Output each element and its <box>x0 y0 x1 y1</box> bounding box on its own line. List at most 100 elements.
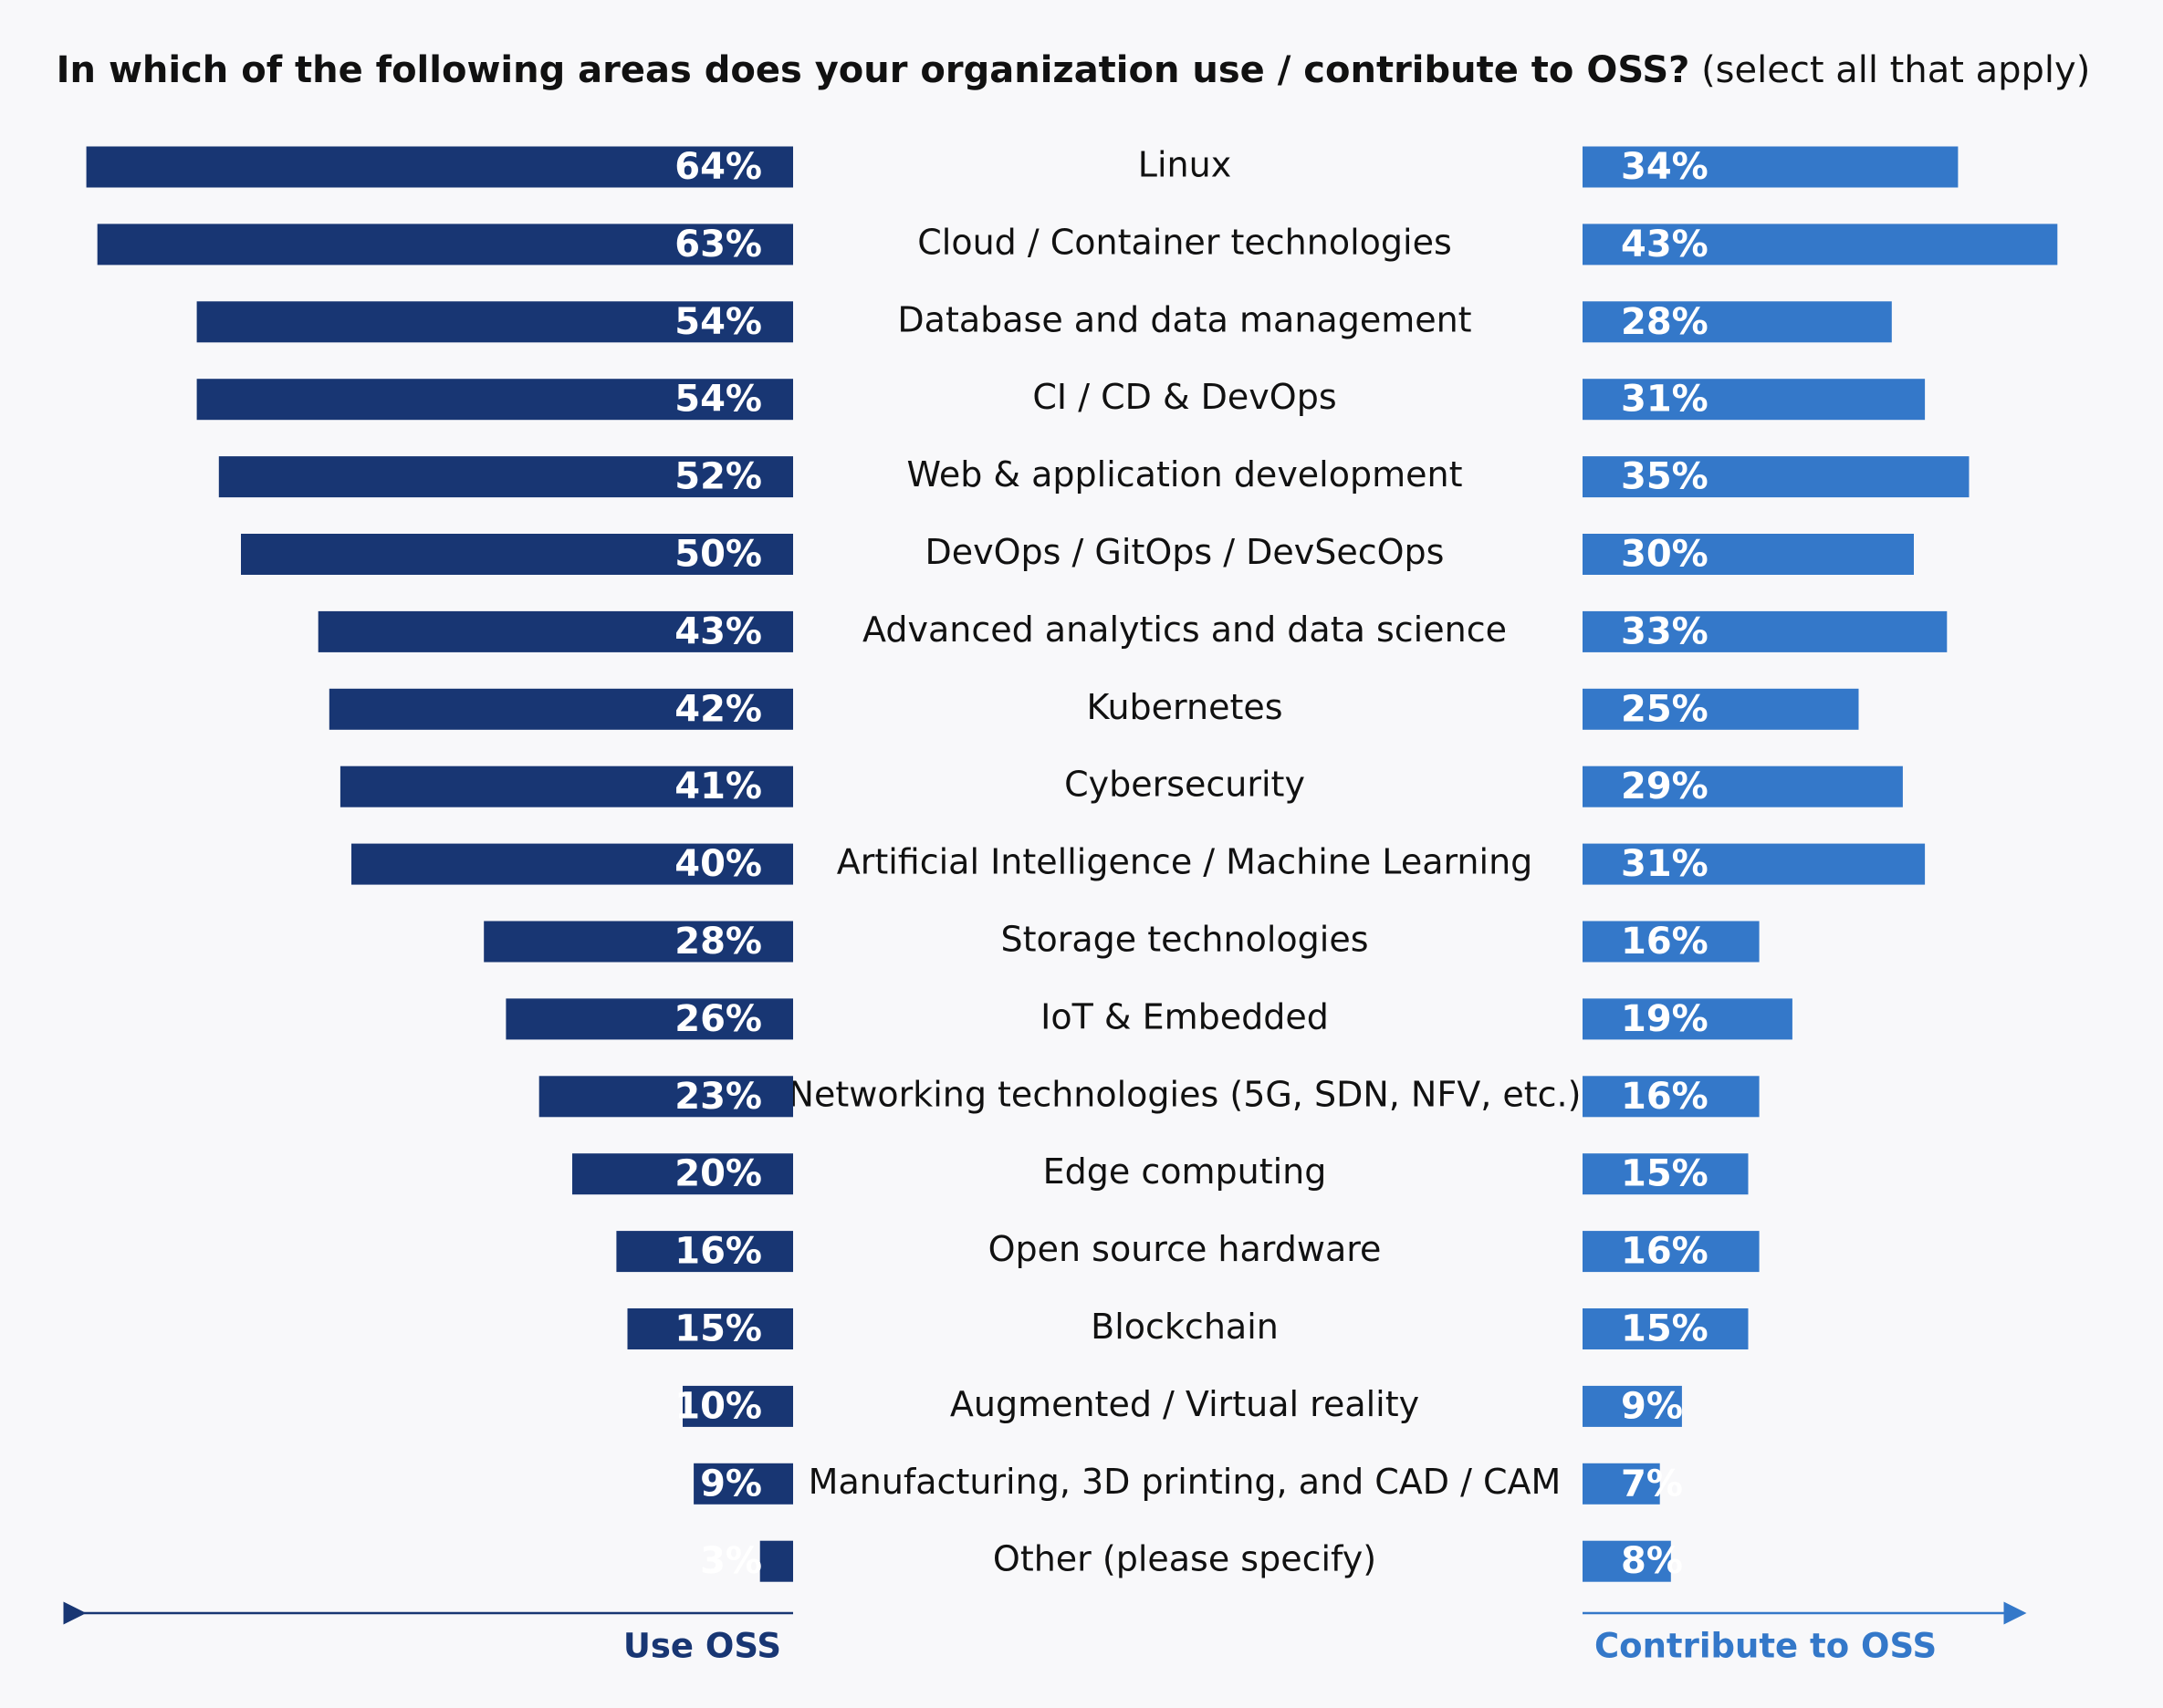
value-label: 19% <box>1621 998 1708 1040</box>
legend-entry: Use OSS <box>623 1627 781 1666</box>
value-label: 25% <box>1621 688 1708 730</box>
bar <box>196 379 794 421</box>
bar <box>616 1231 793 1273</box>
value-label: 16% <box>1621 1231 1708 1273</box>
value-label: 10% <box>674 1385 762 1427</box>
value-label: 8% <box>1621 1540 1683 1582</box>
bar <box>196 301 794 343</box>
bar <box>538 1076 793 1118</box>
value-label: 33% <box>1621 610 1708 652</box>
category-label: Cloud / Container technologies <box>917 222 1452 262</box>
bar <box>1583 301 1892 343</box>
bar <box>1583 534 1914 575</box>
category-label: Linux <box>1138 145 1231 185</box>
bar <box>318 610 793 652</box>
category-label: Database and data management <box>897 299 1471 339</box>
category-label: IoT & Embedded <box>1040 996 1329 1036</box>
value-label: 15% <box>1621 1308 1708 1350</box>
value-label: 9% <box>700 1463 762 1505</box>
value-label: 3% <box>700 1540 762 1582</box>
bar <box>1583 1076 1760 1118</box>
value-label: 16% <box>1621 1076 1708 1118</box>
bar <box>1583 843 1926 885</box>
value-label: 34% <box>1621 146 1708 188</box>
category-label: CI / CD & DevOps <box>1032 377 1336 417</box>
bar <box>1583 610 1948 652</box>
value-label: 52% <box>674 456 762 498</box>
title-line: In which of the following areas does you… <box>57 49 2091 91</box>
value-label: 40% <box>674 843 762 885</box>
category-label: Advanced analytics and data science <box>862 609 1507 650</box>
value-label: 31% <box>1621 843 1708 885</box>
bar <box>1583 921 1760 963</box>
bar <box>1583 1231 1760 1273</box>
bar <box>572 1153 793 1195</box>
bar <box>1583 146 1959 188</box>
value-label: 16% <box>1621 921 1708 963</box>
value-label: 54% <box>674 379 762 421</box>
value-label: 28% <box>674 921 762 963</box>
category-label: Storage technologies <box>1000 920 1368 960</box>
value-label: 50% <box>674 534 762 576</box>
category-label: Kubernetes <box>1086 687 1282 727</box>
value-label: 7% <box>1621 1463 1683 1505</box>
category-label: Other (please specify) <box>993 1539 1376 1579</box>
value-label: 43% <box>1621 224 1708 266</box>
value-label: 64% <box>674 146 762 188</box>
value-label: 42% <box>674 688 762 730</box>
bar <box>1583 1463 1660 1505</box>
bar <box>1583 456 1970 498</box>
bar <box>241 534 793 575</box>
value-label: 30% <box>1621 534 1708 576</box>
value-label: 23% <box>674 1076 762 1118</box>
bar <box>1583 688 1859 730</box>
value-label: 29% <box>1621 765 1708 807</box>
value-label: 9% <box>1621 1385 1683 1427</box>
bar <box>1583 765 1903 807</box>
value-label: 35% <box>1621 456 1708 498</box>
bar <box>506 998 793 1040</box>
value-label: 54% <box>674 301 762 343</box>
bar <box>218 456 794 498</box>
category-label: DevOps / GitOps / DevSecOps <box>925 532 1445 572</box>
value-label: 43% <box>674 610 762 652</box>
bar <box>97 224 793 266</box>
bar <box>1583 998 1792 1040</box>
bar <box>1583 1153 1749 1195</box>
value-label: 15% <box>674 1308 762 1350</box>
bar <box>1583 224 2058 266</box>
category-label: Edge computing <box>1043 1151 1327 1192</box>
value-label: 63% <box>674 224 762 266</box>
bar <box>484 921 793 963</box>
category-label: Web & application development <box>906 454 1462 495</box>
value-label: 15% <box>1621 1153 1708 1195</box>
category-label: Manufacturing, 3D printing, and CAD / CA… <box>809 1462 1562 1502</box>
value-label: 16% <box>674 1231 762 1273</box>
category-label: Cybersecurity <box>1064 765 1305 805</box>
bar <box>1583 1385 1682 1427</box>
chart-title: In which of the following areas does you… <box>57 49 1690 91</box>
bar <box>694 1463 793 1505</box>
bar <box>351 843 793 885</box>
value-label: 31% <box>1621 379 1708 421</box>
bar <box>1583 1308 1749 1349</box>
bar <box>1583 1540 1671 1582</box>
category-label: Open source hardware <box>988 1229 1382 1269</box>
legend-entry: Contribute to OSS <box>1594 1627 1937 1666</box>
bar <box>1583 379 1926 421</box>
bar <box>86 146 794 188</box>
value-label: 41% <box>674 765 762 807</box>
category-label: Artificial Intelligence / Machine Learni… <box>837 842 1533 882</box>
bar <box>627 1308 793 1349</box>
value-label: 20% <box>674 1153 762 1195</box>
category-label: Blockchain <box>1091 1307 1279 1347</box>
bar <box>340 765 793 807</box>
category-label: Augmented / Virtual reality <box>950 1384 1419 1424</box>
bar <box>683 1385 793 1427</box>
category-label: Networking technologies (5G, SDN, NFV, e… <box>789 1074 1582 1114</box>
value-label: 26% <box>674 998 762 1040</box>
value-label: 28% <box>1621 301 1708 343</box>
bar <box>329 688 793 730</box>
